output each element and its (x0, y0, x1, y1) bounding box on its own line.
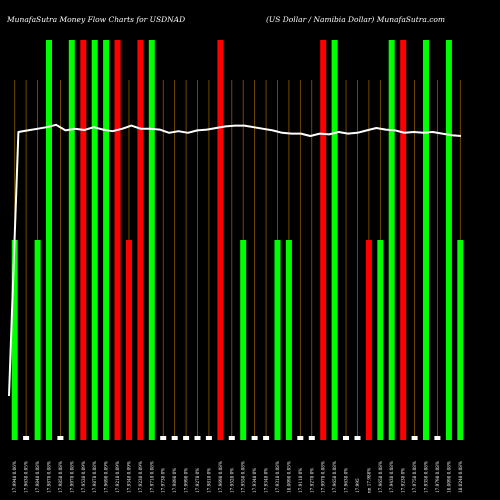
money-flow-bar (343, 436, 349, 440)
money-flow-bar (57, 436, 64, 440)
x-tick-label: 17.9858 0.08% (58, 461, 63, 493)
x-tick-label: 17.9848 0.08% (35, 461, 40, 493)
money-flow-bar (445, 40, 452, 440)
x-tick-label: 17.9558 0.08% (241, 461, 246, 493)
money-flow-bar (114, 40, 121, 440)
x-tick-label: 17.9948 0.06% (12, 461, 17, 493)
x-tick-label: 17.9538 0.09% (81, 461, 86, 493)
money-flow-bar (388, 40, 395, 440)
x-tick-label: 17.9878 0.08% (92, 461, 97, 493)
money-flow-bar (320, 40, 327, 440)
money-flow-bar (285, 240, 292, 440)
chart-title-right: (US Dollar / Namibia Dollar) MunafaSutra… (266, 15, 445, 24)
money-flow-bar (331, 40, 338, 440)
money-flow-bar (126, 240, 132, 440)
x-tick-label: 17.9348 0.09% (127, 461, 132, 493)
chart-title-left: MunafaSutra Money Flow Charts for USDNAD (6, 15, 185, 24)
money-flow-bar (46, 40, 52, 440)
x-tick-label: 17.9718 0.08% (149, 461, 154, 493)
money-flow-bar (68, 40, 75, 440)
money-flow-bar (434, 436, 441, 440)
x-tick-labels: 17.9948 0.06% 17.9638 0.05% 17.9848 0.08% 1… (12, 461, 463, 493)
money-flow-bar (171, 436, 178, 440)
x-tick-label: 17.9898 0% (172, 468, 177, 493)
money-flow-bar (34, 240, 41, 440)
money-flow-bar (240, 240, 247, 440)
x-tick-label: 17.9818 0% (206, 468, 211, 493)
x-tick-label: 18.0248 0.08% (458, 461, 463, 493)
x-tick-label: 17.9528 0% (229, 468, 234, 493)
money-flow-bar (423, 40, 429, 440)
x-tick-label: 17.9798 0.08% (435, 461, 440, 493)
x-tick-label: 17.9348 0% (264, 468, 269, 493)
x-tick-label: 17.9318 0.08% (275, 461, 280, 493)
x-tick-label: 17.9118 0% (298, 468, 303, 493)
x-tick-label: 17.995 (355, 478, 360, 493)
x-tick-label: 17.9738 0% (161, 468, 166, 493)
money-flow-bar (263, 436, 270, 440)
x-tick-label: 17.9218 0.09% (115, 461, 120, 493)
x-tick-label: nn 17.988% (366, 468, 371, 493)
x-tick-label: 17.9358 0.08% (424, 461, 429, 493)
x-tick-label: 17.9638 0.05% (24, 461, 29, 493)
money-flow-bar (308, 436, 315, 440)
x-tick-label: 18.0098 0.05% (286, 461, 291, 493)
x-tick-label: 17.9658 0.08% (378, 461, 383, 493)
x-tick-label: 17.9348 0% (252, 468, 257, 493)
money-flow-bar (400, 40, 407, 440)
money-flow-bar (194, 436, 201, 440)
x-tick-label: 17.9978 0.08% (69, 461, 74, 493)
x-tick-label: 17.9238 0% (401, 468, 406, 493)
money-flow-bar (103, 40, 110, 440)
x-tick-label: 17.9698 0.09% (104, 461, 109, 493)
x-tick-label: 17.9698 0.08% (218, 461, 223, 493)
x-tick-label: 17.9758 0.08% (412, 461, 417, 493)
money-flow-bar (228, 436, 235, 440)
money-flow-bar (274, 240, 281, 440)
money-flow-bar (23, 436, 30, 440)
money-flow-line (8, 123, 462, 397)
money-flow-bar (137, 40, 144, 440)
x-tick-label: 17.9278 0% (195, 468, 200, 493)
x-tick-label: 17.9238 0.09% (138, 461, 143, 493)
x-tick-label: 17.9998 0% (184, 468, 189, 493)
money-flow-bar (377, 240, 384, 440)
money-flow-bar (205, 436, 212, 440)
x-tick-label: 17.9978 0.08% (321, 461, 326, 493)
x-tick-label: 17.9878 0.08% (47, 461, 52, 493)
bar-series (11, 40, 464, 440)
x-tick-label: 17.9278 0% (309, 468, 314, 493)
money-flow-bar (457, 240, 464, 440)
money-flow-bar (183, 436, 190, 440)
money-flow-bar (411, 436, 418, 440)
money-flow-bar (354, 436, 361, 440)
money-flow-bar (11, 240, 18, 440)
x-tick-label: 17.9438 0.08% (389, 461, 394, 493)
money-flow-bar (80, 40, 87, 440)
x-tick-label: 17.9658 0.08% (332, 461, 337, 493)
money-flow-bar (297, 436, 304, 440)
x-tick-label: 18.0098 0.08% (446, 461, 451, 493)
money-flow-bar (160, 436, 167, 440)
money-flow-bar (91, 40, 98, 440)
money-flow-bar (365, 240, 372, 440)
money-flow-bar (148, 40, 155, 440)
money-flow-bar (251, 436, 258, 440)
money-flow-bar (217, 40, 224, 440)
x-tick-label: 17.9638 0% (344, 468, 349, 493)
